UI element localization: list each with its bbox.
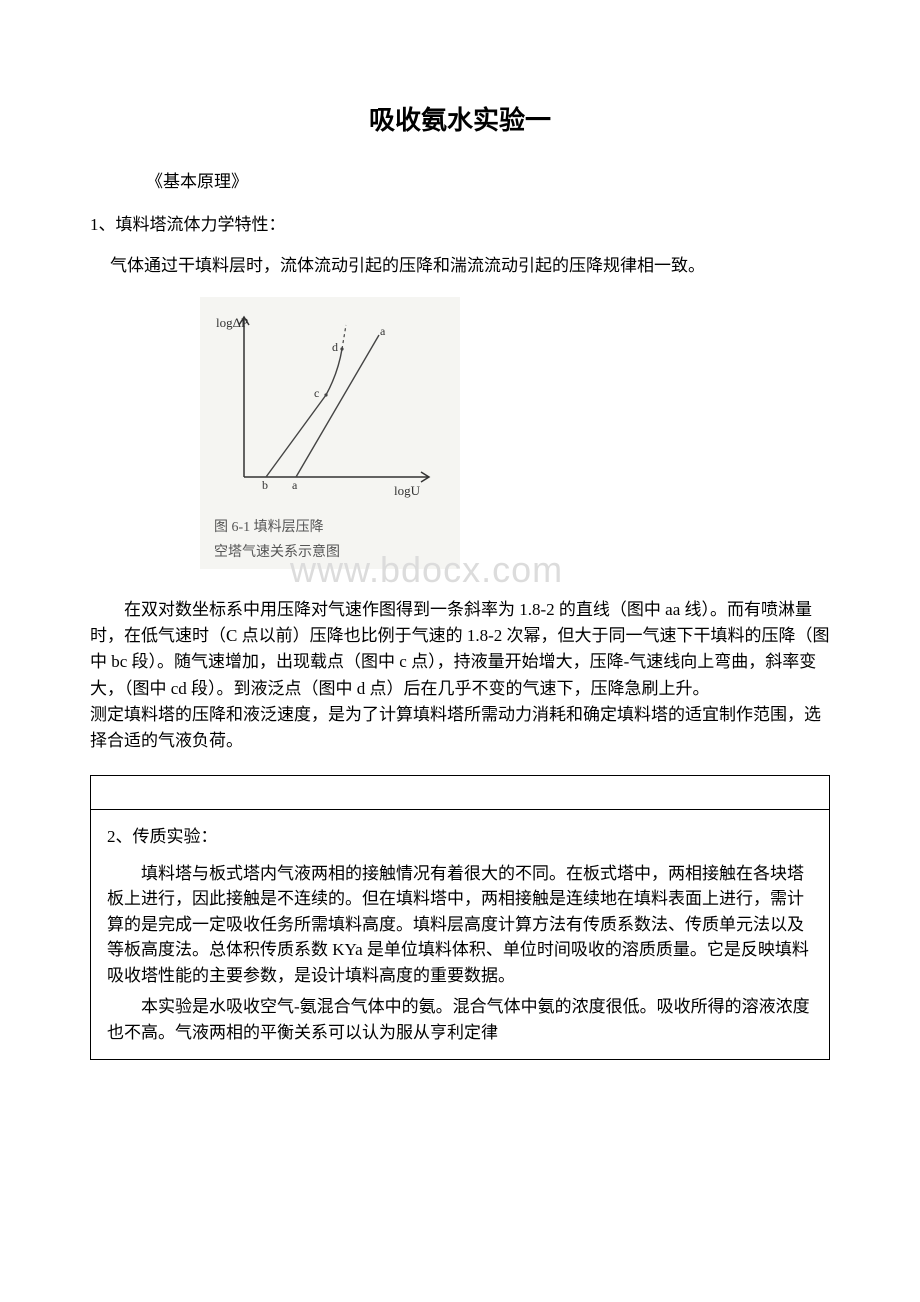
y-axis-label: logΔP <box>216 315 248 330</box>
x-axis-label: logU <box>394 483 421 498</box>
section1-intro: 气体通过干填料层时，流体流动引起的压降和湍流流动引起的压降规律相一致。 <box>110 253 830 279</box>
bordered-content: 2、传质实验： 填料塔与板式塔内气液两相的接触情况有着很大的不同。在板式塔中，两… <box>91 810 829 1060</box>
para-after-figure-1: 在双对数坐标系中用压降对气速作图得到一条斜率为 1.8-2 的直线（图中 aa … <box>90 597 830 702</box>
figure-box: logΔP logU b a a c d 图 6-1 填料层压降 空塔气速关系示… <box>200 297 460 569</box>
page-title: 吸收氨水实验一 <box>90 100 830 137</box>
point-c: c <box>314 386 319 400</box>
bordered-top-empty <box>91 776 829 810</box>
tick-a: a <box>292 478 298 492</box>
section2-p1: 填料塔与板式塔内气液两相的接触情况有着很大的不同。在板式塔中，两相接触在各块塔板… <box>107 861 813 989</box>
figure-container: logΔP logU b a a c d 图 6-1 填料层压降 空塔气速关系示… <box>200 297 830 569</box>
point-d: d <box>332 340 338 354</box>
point-a-top: a <box>380 324 386 338</box>
tick-b: b <box>262 478 268 492</box>
para-after-figure-2: 测定填料塔的压降和液泛速度，是为了计算填料塔所需动力消耗和确定填料塔的适宜制作范… <box>90 702 830 755</box>
watermark-text: www.bdocx.com <box>290 549 830 591</box>
principles-heading: 《基本原理》 <box>146 167 830 192</box>
section2-heading: 2、传质实验： <box>107 822 813 847</box>
section1-heading: 1、填料塔流体力学特性： <box>90 210 830 235</box>
figure-caption-1: 图 6-1 填料层压降 <box>214 518 446 538</box>
section2-p2: 本实验是水吸收空气-氨混合气体中的氨。混合气体中氨的浓度很低。吸收所得的溶液浓度… <box>107 994 813 1045</box>
figure-svg: logΔP logU b a a c d <box>214 307 444 507</box>
bordered-section: 2、传质实验： 填料塔与板式塔内气液两相的接触情况有着很大的不同。在板式塔中，两… <box>90 775 830 1061</box>
